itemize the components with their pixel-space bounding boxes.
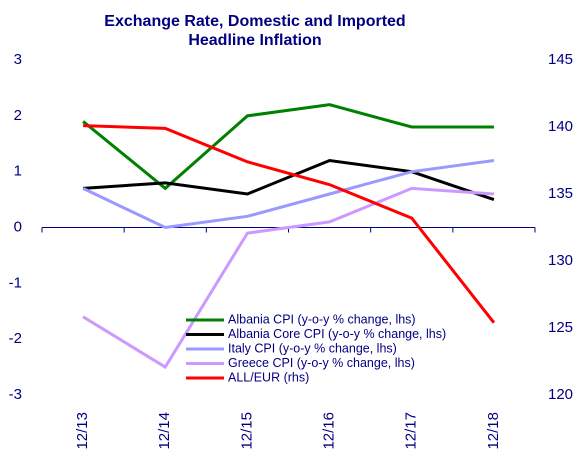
- legend-label: Albania CPI (y-o-y % change, lhs): [228, 312, 416, 326]
- x-tick-label: 12/17: [403, 412, 420, 450]
- y2-tick-label: 135: [548, 185, 573, 202]
- y-tick-label: 3: [14, 51, 22, 68]
- y-tick-label: 0: [14, 218, 22, 235]
- series-line: [82, 186, 495, 370]
- legend-label: Albania Core CPI (y-o-y % change, lhs): [228, 327, 446, 341]
- x-tick-label: 12/16: [321, 412, 338, 450]
- y2-tick-label: 140: [548, 118, 573, 135]
- legend-label: Italy CPI (y-o-y % change, lhs): [228, 341, 397, 355]
- x-tick-label: 12/18: [485, 412, 502, 450]
- y-tick-label: 1: [14, 163, 22, 180]
- y2-tick-label: 145: [548, 51, 573, 68]
- y-tick-label: -2: [9, 330, 22, 347]
- series-line: [82, 159, 495, 230]
- y-tick-label: 2: [14, 107, 22, 124]
- y2-tick-label: 130: [548, 252, 573, 269]
- series-line: [83, 124, 496, 324]
- chart-title: Exchange Rate, Domestic and Imported Hea…: [104, 13, 406, 49]
- y-tick-label: -3: [9, 386, 22, 403]
- legend-label: Greece CPI (y-o-y % change, lhs): [228, 356, 415, 370]
- y-tick-label: -1: [9, 274, 22, 291]
- y2-tick-label: 120: [548, 386, 573, 403]
- series-line: [82, 158, 495, 202]
- x-tick-label: 12/14: [156, 412, 173, 450]
- legend-label: ALL/EUR (rhs): [228, 370, 309, 384]
- series-line: [82, 103, 494, 191]
- x-tick-label: 12/15: [238, 412, 255, 450]
- y2-tick-label: 125: [548, 319, 573, 336]
- x-tick-label: 12/13: [74, 412, 91, 450]
